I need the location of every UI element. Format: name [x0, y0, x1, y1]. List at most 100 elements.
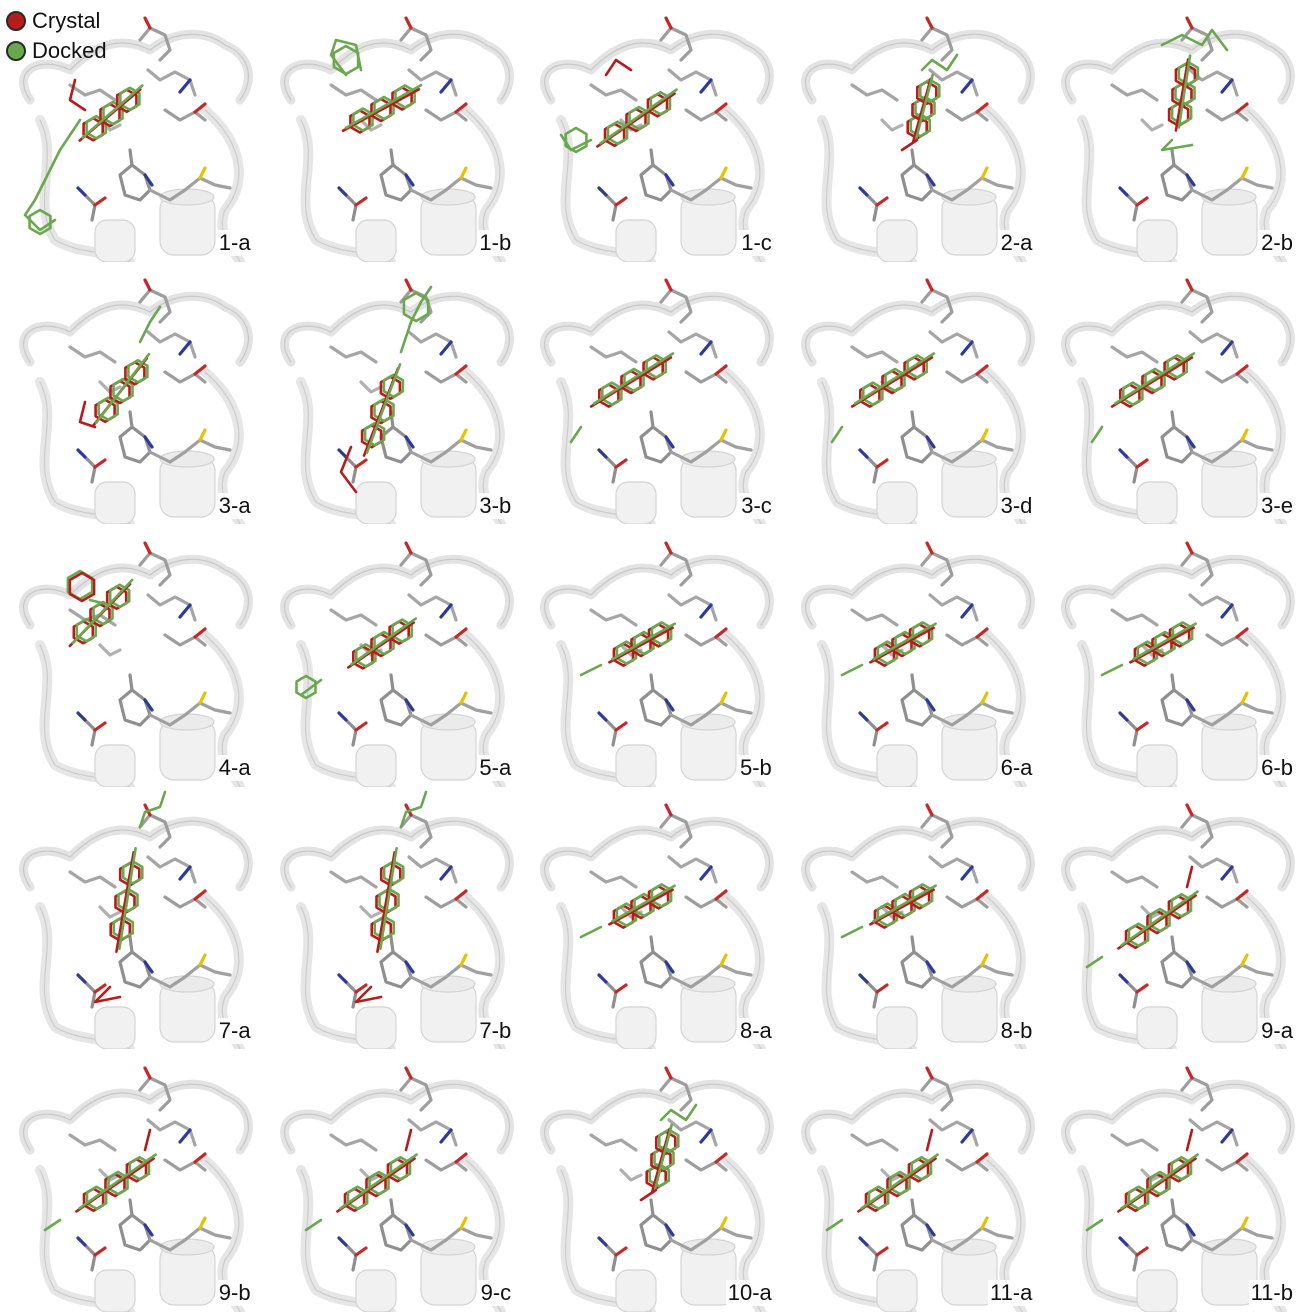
docking-figure [540, 16, 775, 262]
docked-ligand [117, 887, 139, 913]
docked-ligand [653, 1145, 675, 1170]
helix-cylinders [1136, 1237, 1258, 1312]
docking-figure [279, 790, 514, 1050]
crystal-ligand [404, 1128, 412, 1151]
docking-panel-9-c: 9-c [261, 1050, 522, 1312]
crystal-swatch-icon [6, 11, 26, 31]
panel-label: 9-a [1259, 1017, 1295, 1044]
helix-cylinders [876, 975, 998, 1050]
docked-ligand [1171, 100, 1193, 125]
panel-label: 1-c [739, 230, 774, 257]
residue-sticks [589, 1065, 753, 1272]
docked-ligand [579, 925, 603, 939]
docking-panel-9-b: 9-b [0, 1050, 261, 1312]
docked-ligand [88, 598, 112, 607]
residue-sticks [1110, 278, 1274, 484]
docking-figure [1061, 278, 1296, 525]
docked-ligand [399, 790, 427, 829]
panel-label: 3-d [998, 492, 1035, 519]
crystal-ligand [99, 102, 121, 128]
docked-ligand [611, 884, 677, 923]
docked-ligand [85, 114, 107, 140]
docked-ligand [920, 53, 959, 72]
residue-sticks [1110, 1065, 1274, 1272]
docked-ligand [382, 860, 405, 885]
ligand-poses [93, 790, 167, 1004]
panel-label: 9-b [216, 1279, 253, 1306]
crystal-ligand [354, 985, 382, 1004]
docked-ligand [599, 88, 679, 145]
helix-cylinders [615, 450, 737, 525]
docked-ligand [94, 353, 151, 425]
docking-panel-2-a: 2-a [782, 0, 1043, 262]
panel-label: 5-b [737, 755, 774, 782]
docking-figure [19, 278, 253, 525]
crystal-ligand [925, 1128, 934, 1151]
docking-figure [279, 16, 514, 262]
crystal-ligand [360, 424, 382, 449]
ligand-poses [830, 352, 935, 444]
docking-figure [279, 1065, 514, 1312]
docked-ligand [304, 1218, 322, 1231]
ligand-poses [559, 58, 679, 154]
docking-figure [19, 16, 253, 262]
docked-ligand [564, 126, 588, 154]
crystal-ligand [868, 888, 935, 926]
ligand-poses [840, 883, 937, 939]
docking-panel-4-a: 4-a [0, 525, 261, 787]
ligand-poses [329, 38, 422, 134]
ligand-poses [23, 78, 144, 236]
docked-ligand [871, 622, 937, 661]
docking-figure [19, 1065, 253, 1312]
helix-cylinders [876, 450, 998, 525]
residue-sticks [589, 541, 753, 747]
docked-ligand [1086, 955, 1104, 969]
docking-figure [19, 541, 253, 787]
helix-cylinders [354, 975, 477, 1050]
docking-figure [801, 278, 1035, 525]
docked-ligand [23, 118, 82, 232]
docked-ligand [112, 378, 134, 403]
legend: Crystal Docked [6, 6, 107, 66]
helix-cylinders [94, 1237, 216, 1312]
ligand-poses [354, 790, 427, 1004]
legend-label-crystal: Crystal [32, 8, 101, 33]
docked-ligand [338, 1152, 418, 1210]
docking-panel-3-b: 3-b [261, 262, 522, 525]
crystal-ligand [608, 626, 675, 664]
crystal-ligand [94, 398, 116, 424]
crystal-ligand [655, 1129, 677, 1155]
docking-panel-2-b: 2-b [1042, 0, 1303, 262]
legend-item-docked: Docked [6, 36, 107, 66]
residue-sticks [328, 16, 493, 222]
crystal-ligand [1186, 1128, 1194, 1151]
panel-label: 6-b [1259, 755, 1295, 782]
residue-sticks [1110, 541, 1274, 747]
crystal-ligand [143, 1128, 152, 1151]
crystal-ligand [900, 138, 919, 152]
docking-figure [540, 1065, 775, 1312]
docked-ligand [344, 84, 422, 129]
crystal-ligand [339, 446, 357, 494]
docked-ligand [78, 1152, 157, 1210]
residue-sticks [328, 803, 493, 1009]
panel-label: 9-c [478, 1279, 514, 1306]
helix-cylinders [94, 188, 216, 262]
docked-ligand [659, 1103, 698, 1121]
docked-ligand [592, 352, 675, 406]
crystal-ligand [1129, 626, 1196, 664]
docked-ligand [28, 208, 52, 236]
docked-ligand [1101, 663, 1124, 677]
panel-label: 8-b [998, 1017, 1035, 1044]
docked-ligand [1177, 54, 1192, 129]
panel-label: 3-a [216, 492, 253, 519]
residue-sticks [589, 278, 753, 484]
helix-cylinders [1136, 188, 1258, 262]
docked-ligand [909, 113, 931, 138]
docking-panel-3-e: 3-e [1042, 262, 1303, 525]
ligand-poses [1086, 865, 1200, 969]
docked-ligand [914, 73, 934, 140]
crystal-ligand [82, 116, 104, 142]
docked-ligand [118, 847, 137, 951]
docked-ligand [382, 373, 404, 399]
